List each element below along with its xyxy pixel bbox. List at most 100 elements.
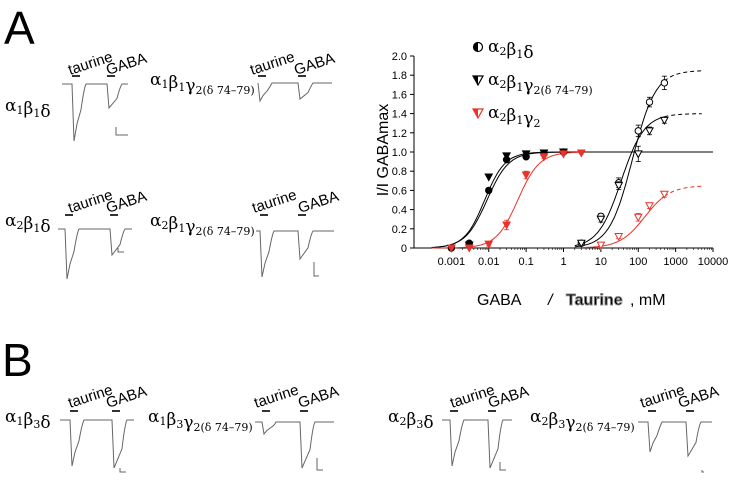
data-point-s2 (446, 244, 456, 253)
legend-marker-fill (473, 109, 478, 118)
fit-curves (431, 70, 713, 249)
trace-receptor-label: α1β3δ (5, 407, 51, 433)
data-point-s1 (484, 173, 494, 182)
fit-curve-5 (581, 195, 665, 249)
gaba-label: GABA (296, 383, 341, 412)
data-point-s4 (633, 150, 643, 159)
data-point-s4 (596, 215, 606, 224)
data-point-s3 (634, 127, 642, 135)
y-axis-label: I/I GABAmax (375, 104, 392, 196)
data-point-s5 (633, 213, 643, 222)
data-point-s2 (539, 153, 549, 162)
x-tick-label: 0.01 (478, 256, 499, 268)
fit-curve-0 (431, 151, 713, 248)
trace-receptor-label: α2β1γ2(δ 74–79) (150, 211, 255, 238)
scale-bar (117, 248, 124, 253)
data-point-s2 (502, 221, 512, 230)
legend-entry: α2β1γ2(δ 74–79) (471, 70, 593, 97)
data-point-s2 (464, 244, 474, 253)
y-tick-label: 0.4 (392, 205, 407, 217)
legend-marker-fill (473, 42, 478, 52)
current-trace-line (257, 82, 332, 103)
x-tick-label: 100 (629, 256, 647, 268)
scale-bar (119, 468, 126, 473)
y-tick-label: 0.8 (392, 166, 407, 178)
current-trace-line (442, 419, 512, 469)
data-point-s3 (645, 98, 654, 106)
gaba-label: GABA (296, 188, 341, 217)
scale-bar (499, 462, 506, 471)
data-point-s2 (576, 149, 586, 158)
data-point-s5 (645, 202, 654, 211)
data-point-s2 (559, 150, 568, 159)
y-tick-label: 2.0 (392, 51, 407, 63)
legend-entry: α2β1δ (472, 37, 534, 63)
x-axis-label-gaba: GABA (477, 292, 522, 309)
y-tick-label: 1.0 (392, 147, 407, 159)
legend-label: α2β1γ2(δ 74–79) (488, 70, 593, 97)
x-tick-label: 1 (560, 256, 566, 268)
x-tick-label: 10 (595, 256, 607, 268)
x-axis-label-unit: , mM (630, 292, 666, 309)
data-points (446, 75, 669, 253)
data-point-s1 (539, 149, 549, 158)
taurine-label: taurine (250, 186, 299, 216)
data-point-s5 (659, 190, 669, 199)
fit-curve-2 (431, 151, 582, 249)
panel-label-b: B (2, 334, 33, 386)
fit-curve-extrapolated-3 (664, 70, 702, 82)
current-trace-line (60, 419, 134, 469)
trace-receptor-label: α2β3δ (388, 407, 434, 433)
y-tick-label: 1.6 (392, 89, 407, 101)
data-point-s4 (614, 182, 624, 191)
current-trace-line (638, 421, 712, 458)
current-trace-line (58, 228, 132, 280)
x-tick-label: 0.001 (438, 256, 466, 268)
fit-curve-extrapolated-4 (664, 113, 702, 118)
y-tick-label: 1.4 (392, 109, 407, 121)
y-tick-label: 1.2 (392, 128, 407, 140)
panel-label-a: A (4, 2, 35, 54)
fit-curve-3 (574, 80, 665, 248)
x-tick-label: 1000 (663, 256, 687, 268)
data-point-s1 (502, 152, 512, 161)
y-tick-label: 1.8 (392, 70, 407, 82)
scale-bar (313, 262, 319, 277)
x-axis-label-taurine: Taurine (566, 292, 623, 309)
gaba-label: GABA (292, 50, 337, 79)
scale-bar (115, 127, 128, 136)
data-point-s1 (521, 150, 531, 159)
x-axis-label-separator: / (547, 292, 554, 309)
taurine-label: taurine (252, 381, 301, 411)
legend-marker-fill (473, 76, 478, 85)
taurine-label: taurine (248, 48, 297, 78)
y-tick-label: 0.6 (392, 185, 407, 197)
trace-receptor-label: α1β1δ (5, 96, 51, 122)
legend-label: α2β1δ (488, 37, 534, 63)
data-point-s3 (660, 79, 669, 87)
y-tick-label: 0.2 (392, 224, 407, 236)
dose-response-chart: 0 0.2 0.4 0.6 0.8 1.0 1.2 1.4 1.6 1.8 2.0 0.001 0.01… (375, 37, 728, 309)
data-point-s2 (521, 171, 531, 180)
current-trace-line (255, 421, 334, 469)
legend: α2β1δ α2β1γ2(δ 74–79) α2β1γ2 (471, 37, 593, 130)
fit-curve-extrapolated-5 (664, 185, 702, 197)
scale-bar (701, 470, 704, 473)
data-point-s5 (614, 232, 624, 242)
x-tick-label: 10000 (698, 256, 729, 268)
data-point-s5 (596, 241, 606, 250)
trace-receptor-label: α1β3γ2(δ 74–79) (148, 407, 253, 434)
chart-axes: 0 0.2 0.4 0.6 0.8 1.0 1.2 1.4 1.6 1.8 2.0 0.001 0.01… (392, 51, 729, 268)
data-point-s0 (485, 186, 493, 195)
trace-receptor-label: α1β1γ2(δ 74–79) (150, 70, 255, 97)
data-point-s4 (645, 127, 654, 136)
data-point-s4 (576, 239, 586, 248)
y-tick-label: 0 (401, 243, 407, 255)
